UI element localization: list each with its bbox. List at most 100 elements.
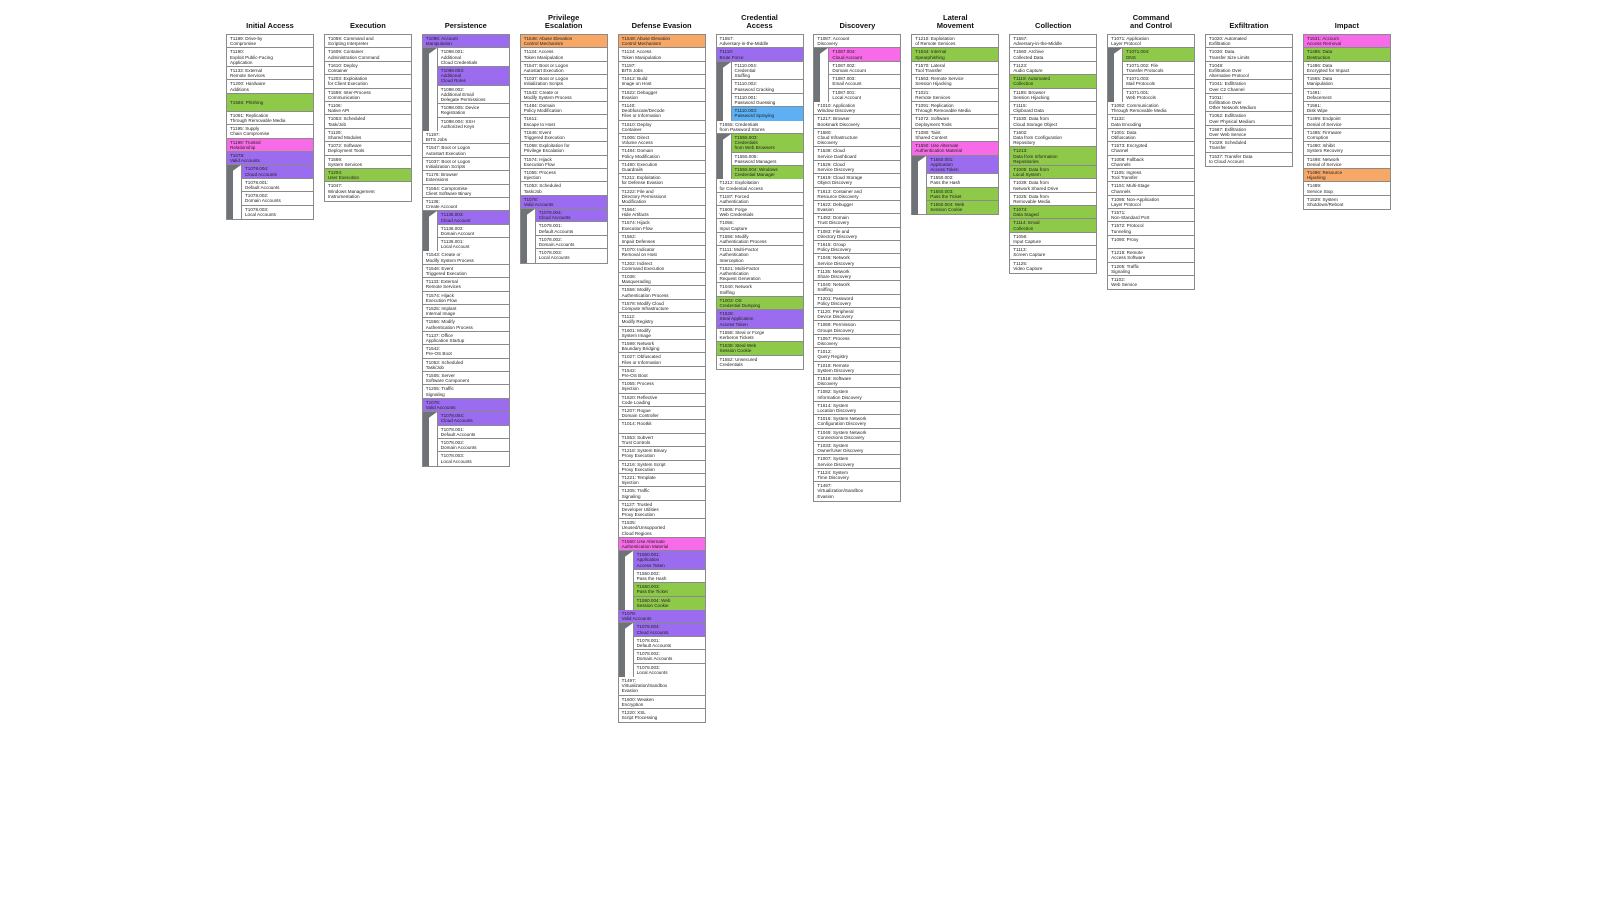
technique-cell[interactable]: T1041: Exfiltration Over C2 Channel bbox=[1206, 80, 1292, 94]
technique-cell[interactable]: T1615: Group Policy Discovery bbox=[814, 241, 901, 255]
technique-cell[interactable]: T1571: Non-Standard Port bbox=[1108, 209, 1195, 223]
technique-cell[interactable]: T1071: Application Layer Protocol bbox=[1108, 35, 1195, 49]
technique-cell[interactable]: T1482: Domain Trust Discovery bbox=[814, 214, 901, 228]
technique-cell[interactable]: T1614: System Location Discovery bbox=[814, 402, 901, 416]
technique-cell[interactable]: T1078: Valid Accounts bbox=[618, 610, 705, 624]
technique-cell[interactable]: T1207: Rogue Domain Controller bbox=[618, 407, 705, 421]
technique-cell[interactable]: T1574: Hijack Execution Flow bbox=[618, 219, 705, 233]
technique-cell[interactable]: T1561: Disk Wipe bbox=[1303, 102, 1390, 116]
technique-cell[interactable]: T1119: Automated Collection bbox=[1010, 75, 1097, 89]
technique-cell[interactable]: T1547: Boot or Logon Autostart Execution bbox=[422, 144, 509, 158]
technique-cell[interactable]: T1200: Hardware Additions bbox=[227, 80, 313, 94]
technique-cell[interactable]: T1484: Domain Policy Modification bbox=[520, 102, 607, 116]
technique-cell[interactable]: T1003: OS Credential Dumping bbox=[716, 296, 803, 311]
technique-cell[interactable]: T1554: Compromise Client Software Binary bbox=[422, 185, 509, 198]
technique-cell[interactable]: T1112: Modify Registry bbox=[618, 313, 705, 327]
technique-cell[interactable]: T1556: Modify Authentication Process bbox=[618, 286, 705, 300]
technique-cell[interactable]: T1550: Use Alternate Authentication Mate… bbox=[618, 537, 705, 552]
technique-cell[interactable]: T1111: Multi-Factor Authentication Inter… bbox=[716, 246, 803, 265]
technique-cell[interactable]: T1212: Exploitation for Credential Acces… bbox=[716, 179, 803, 193]
technique-cell[interactable]: T1074: Data Staged bbox=[1010, 206, 1097, 220]
subtechnique-cell[interactable]: T1078.003: Local Accounts bbox=[534, 249, 607, 263]
technique-cell[interactable]: T1555: Credentials from Password Stores bbox=[716, 121, 803, 134]
technique-cell[interactable]: T1129: Shared Modules bbox=[324, 129, 411, 143]
technique-cell[interactable]: T1104: Multi-Stage Channels bbox=[1108, 182, 1195, 196]
subtechnique-cell[interactable]: T1071.002: File Transfer Protocols bbox=[1122, 61, 1195, 76]
technique-cell[interactable]: T1574: Hijack Execution Flow bbox=[422, 292, 509, 306]
technique-cell[interactable]: T1613: Container and Resource Discovery bbox=[814, 188, 901, 201]
technique-cell[interactable]: T1542: Pre-OS Boot bbox=[422, 345, 509, 359]
technique-cell[interactable]: T1543: Create or Modify System Process bbox=[520, 89, 607, 102]
technique-cell[interactable]: T1091: Replication Through Removable Med… bbox=[227, 112, 313, 126]
technique-cell[interactable]: T1189: Drive-by Compromise bbox=[227, 35, 313, 49]
technique-cell[interactable]: T1078: Valid Accounts bbox=[520, 195, 607, 210]
technique-cell[interactable]: T1599: Network Boundary Bridging bbox=[618, 340, 705, 354]
subtechnique-cell[interactable]: T1078.002: Domain Accounts bbox=[534, 235, 607, 250]
technique-cell[interactable]: T1127: Trusted Developer Utilities Proxy… bbox=[618, 501, 705, 520]
technique-cell[interactable]: T1567: Exfiltration Over Web Service bbox=[1206, 126, 1292, 140]
technique-cell[interactable]: T1053: Scheduled Task/Job bbox=[520, 182, 607, 196]
technique-cell[interactable]: T1499: Endpoint Denial of Service bbox=[1303, 115, 1390, 129]
technique-cell[interactable]: T1014: Rootkit bbox=[618, 420, 705, 434]
technique-cell[interactable]: T1213: Data from Information Repositorie… bbox=[1010, 147, 1097, 166]
technique-cell[interactable]: T1546: Event Triggered Execution bbox=[422, 265, 509, 279]
subtechnique-cell[interactable]: T1078.003: Local Accounts bbox=[632, 663, 705, 677]
technique-cell[interactable]: T1092: Communication Through Removable M… bbox=[1108, 102, 1195, 116]
technique-cell[interactable]: T1029: Scheduled Transfer bbox=[1206, 139, 1292, 153]
technique-cell[interactable]: T1205: Traffic Signaling bbox=[1108, 263, 1195, 277]
technique-cell[interactable]: T1219: Remote Access Software bbox=[1108, 249, 1195, 263]
technique-cell[interactable]: T1611: Escape to Host bbox=[520, 115, 607, 129]
subtechnique-cell[interactable]: T1078.002: Domain Accounts bbox=[632, 650, 705, 664]
technique-cell[interactable]: T1547: Boot or Logon Autostart Execution bbox=[520, 62, 607, 76]
technique-cell[interactable]: T1537: Transfer Data to Cloud Account bbox=[1209, 153, 1253, 164]
subtechnique-cell[interactable]: T1550.002: Pass the Hash bbox=[926, 174, 999, 188]
technique-cell[interactable]: T1480: Execution Guardrails bbox=[618, 161, 705, 175]
technique-cell[interactable]: T1542: Pre-OS Boot bbox=[618, 367, 705, 381]
subtechnique-cell[interactable]: T1071.004: DNS bbox=[1122, 48, 1195, 62]
technique-cell[interactable]: T1539: Steal Web Session Cookie bbox=[716, 342, 803, 356]
technique-cell[interactable]: T1518: Software Discovery bbox=[814, 375, 901, 389]
technique-cell[interactable]: T1056: Input Capture bbox=[1010, 233, 1097, 247]
technique-cell[interactable]: T1011: Exfiltration Over Other Network M… bbox=[1206, 94, 1292, 113]
technique-cell[interactable]: T1556: Modify Authentication Process bbox=[716, 233, 803, 247]
subtechnique-cell[interactable]: T1087.001: Local Account bbox=[828, 88, 900, 102]
subtechnique-cell[interactable]: T1098.004: SSH Authorized Keys bbox=[436, 117, 509, 131]
technique-cell[interactable]: T1553: Subvert Trust Controls bbox=[618, 434, 705, 448]
technique-cell[interactable]: T1495: Firmware Corruption bbox=[1303, 129, 1390, 143]
technique-cell[interactable]: T1090: Proxy bbox=[1108, 236, 1195, 250]
technique-cell[interactable]: T1053: Scheduled Task/Job bbox=[422, 359, 509, 372]
technique-cell[interactable]: T1068: Exploitation for Privilege Escala… bbox=[520, 142, 607, 156]
subtechnique-cell[interactable]: T1078.001: Default Accounts bbox=[632, 636, 705, 651]
technique-cell[interactable]: T1217: Browser Bookmark Discovery bbox=[814, 115, 901, 129]
technique-cell[interactable]: T1204: User Execution bbox=[324, 168, 411, 183]
technique-cell[interactable]: T1205: Traffic Signaling bbox=[422, 385, 509, 399]
technique-cell[interactable]: T1538: Cloud Service Dashboard bbox=[814, 147, 901, 161]
technique-cell[interactable]: T1037: Boot or Logon Initialization Scri… bbox=[520, 75, 607, 89]
subtechnique-cell[interactable]: T1550.004: Web Session Cookie bbox=[632, 596, 705, 611]
technique-cell[interactable]: T1220: XSL Script Processing bbox=[621, 709, 658, 721]
technique-cell[interactable]: T1565: Data Manipulation bbox=[1303, 75, 1390, 89]
technique-cell[interactable]: T1484: Domain Policy Modification bbox=[618, 147, 705, 161]
technique-cell[interactable]: T1115: Clipboard Data bbox=[1010, 102, 1097, 116]
technique-cell[interactable]: T1622: Debugger Evasion bbox=[618, 89, 705, 102]
technique-cell[interactable]: T1133: External Remote Services bbox=[422, 278, 509, 292]
subtechnique-cell[interactable]: T1078.001: Default Accounts bbox=[436, 425, 509, 439]
subtechnique-cell[interactable]: T1078.003: Local Accounts bbox=[241, 205, 313, 219]
subtechnique-cell[interactable]: T1098.005: Device Registration bbox=[436, 104, 509, 118]
technique-cell[interactable]: T1078: Valid Accounts bbox=[422, 398, 509, 413]
subtechnique-cell[interactable]: T1087.002: Domain Account bbox=[828, 61, 901, 76]
technique-cell[interactable]: T1025: Data from Removable Media bbox=[1010, 193, 1097, 207]
technique-cell[interactable]: T1564: Hide Artifacts bbox=[618, 206, 705, 220]
technique-cell[interactable]: T1176: Browser Extensions bbox=[422, 171, 509, 185]
technique-cell[interactable]: T1621: Multi-Factor Authentication Reque… bbox=[716, 265, 803, 284]
technique-cell[interactable]: T1560: Archive Collected Data bbox=[1010, 48, 1097, 62]
technique-cell[interactable]: T1106: Native API bbox=[324, 102, 411, 116]
technique-cell[interactable]: T1021: Remote Services bbox=[912, 89, 999, 102]
technique-cell[interactable]: T1046: Network Service Discovery bbox=[814, 254, 901, 268]
technique-cell[interactable]: T1203: Exploitation for Client Execution bbox=[324, 75, 411, 89]
technique-cell[interactable]: T1222: File and Directory Permissions Mo… bbox=[618, 188, 705, 207]
technique-cell[interactable]: T1211: Exploitation for Defense Evasion bbox=[618, 174, 705, 188]
technique-cell[interactable]: T1087: Account Discovery bbox=[814, 35, 901, 49]
technique-cell[interactable]: T1012: Query Registry bbox=[814, 348, 901, 362]
technique-cell[interactable]: T1529: System Shutdown/Reboot bbox=[1306, 196, 1344, 207]
